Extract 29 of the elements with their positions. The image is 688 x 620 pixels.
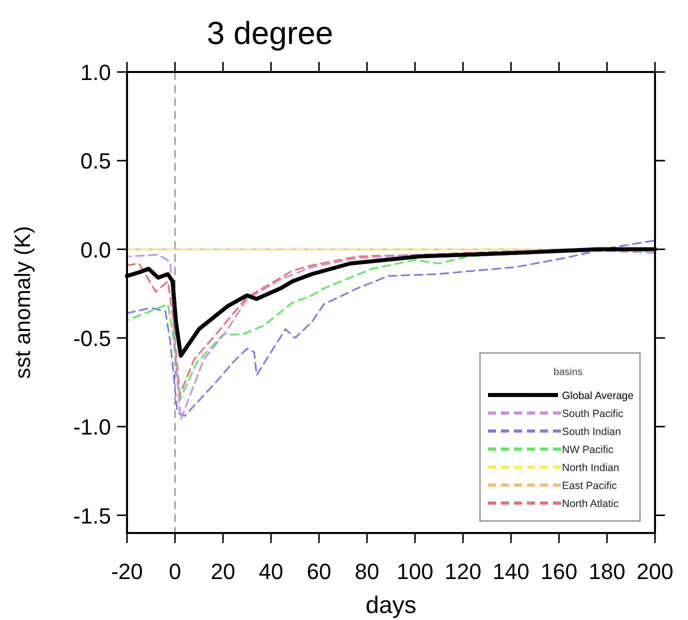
x-tick-label: 60	[306, 559, 332, 584]
y-tick-label: -1.0	[73, 414, 111, 440]
y-axis-title: sst anomaly (K)	[10, 226, 35, 379]
x-axis-title: days	[366, 592, 416, 619]
x-tick-label: 40	[258, 559, 284, 584]
x-tick-label: 100	[396, 559, 434, 584]
y-tick-label: 0.0	[80, 237, 111, 262]
text: Global Average	[562, 390, 634, 402]
legend-label: NW Pacific	[562, 444, 614, 456]
legend-label: North Atlatic	[562, 498, 619, 510]
chart-title: 3 degree	[206, 15, 334, 51]
legend-title: basins	[554, 367, 582, 378]
x-tick-label: 200	[636, 559, 674, 584]
legend-label: South Indian	[562, 426, 622, 438]
legend-label: South Pacific	[562, 408, 624, 420]
x-tick-label: 20	[210, 559, 236, 584]
legend-label: East Pacific	[562, 480, 617, 492]
legend-label: North Indian	[562, 462, 620, 474]
x-tick-label: 80	[354, 559, 380, 584]
x-tick-label: 140	[492, 559, 530, 584]
y-tick-label: -0.5	[73, 326, 111, 351]
y-tick-label: -1.5	[73, 503, 111, 528]
y-tick-label: 0.5	[80, 148, 111, 174]
x-tick-label: 160	[540, 559, 578, 584]
x-tick-label: 180	[588, 559, 626, 584]
y-tick-label: 1.0	[80, 60, 111, 85]
x-tick-label: -20	[111, 559, 143, 584]
x-tick-label: 120	[444, 559, 482, 584]
x-tick-label: 0	[168, 559, 182, 584]
